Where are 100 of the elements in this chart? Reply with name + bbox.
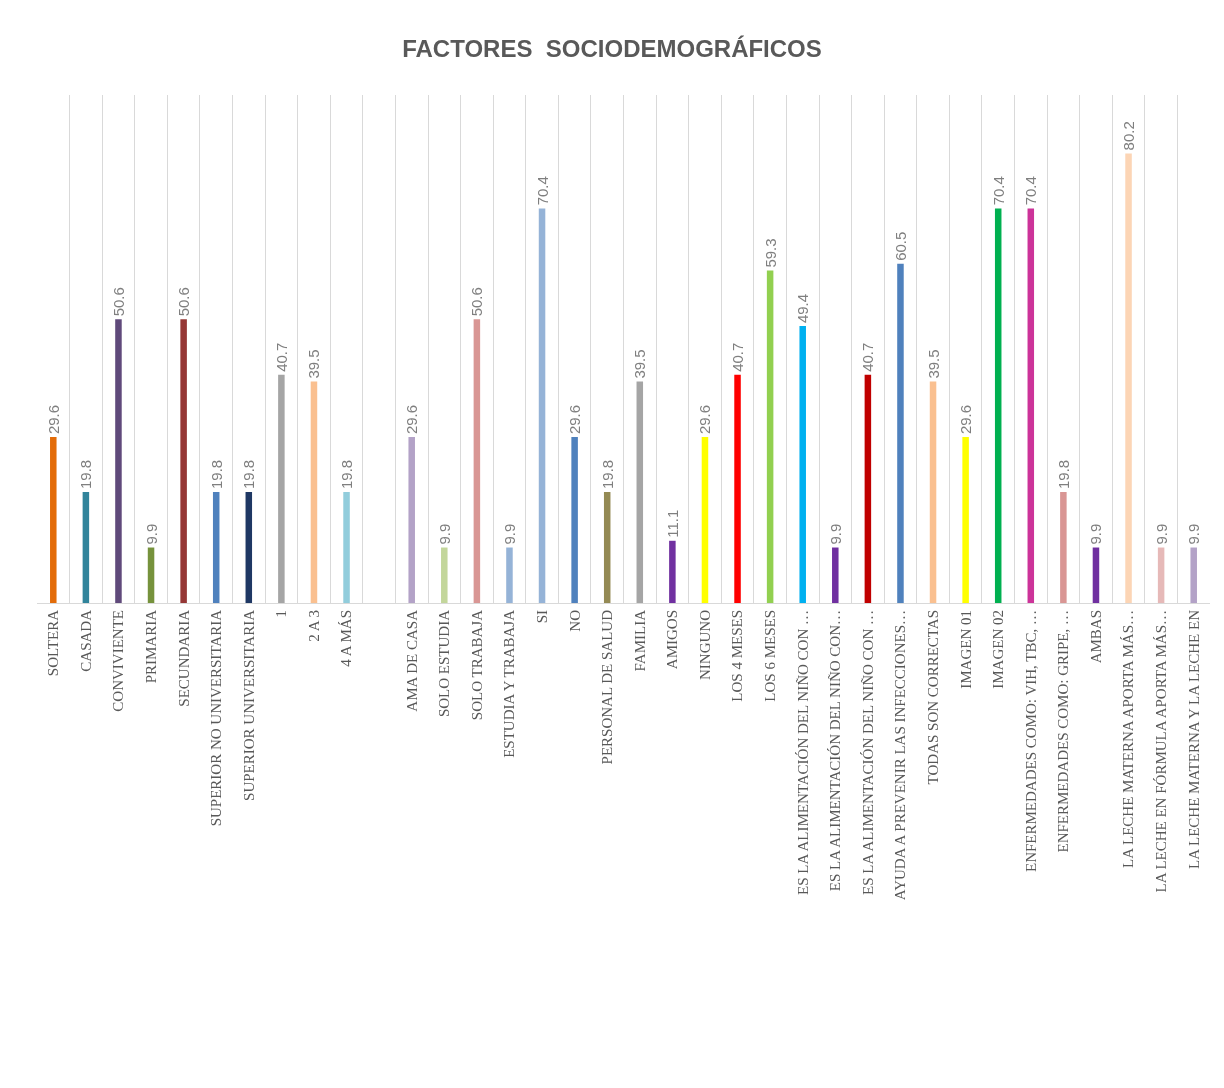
bar [50, 437, 57, 603]
bar [343, 492, 350, 603]
bar [897, 263, 904, 603]
data-label: 29.6 [957, 404, 975, 435]
bar [1157, 547, 1165, 603]
bar [636, 381, 644, 603]
bar [278, 374, 285, 603]
x-tick-label: SOLTERA [45, 609, 62, 677]
x-tick-label: ES LA ALIMENTACIÓN DEL NIÑO CON … [794, 610, 811, 895]
data-label: 70.4 [989, 176, 1007, 206]
bar [180, 319, 187, 603]
bar [734, 374, 741, 603]
data-label: 11.1 [663, 509, 681, 538]
bar [115, 319, 122, 603]
x-tick-label: ENFERMEDADES COMO: GRIPE, … [1055, 610, 1072, 853]
bar [603, 492, 611, 603]
data-label: 70.4 [533, 176, 551, 206]
data-label: 40.7 [729, 342, 747, 372]
bar [408, 437, 415, 603]
data-label: 9.9 [1087, 523, 1105, 545]
x-tick-label: PRIMARIA [142, 609, 159, 684]
x-tick-label: IMAGEN 01 [957, 610, 974, 689]
data-label: 59.3 [761, 238, 779, 268]
data-label: 80.2 [1120, 121, 1138, 151]
data-label: 39.5 [631, 349, 649, 379]
data-label: 50.6 [175, 287, 193, 317]
bar [669, 540, 676, 603]
bar [1060, 492, 1067, 603]
x-tick-label: AYUDA A PREVENIR LAS INFECCIONES… [892, 610, 909, 901]
bar [701, 437, 709, 603]
bar [147, 547, 155, 603]
bar [929, 381, 937, 603]
x-tick-label: TODAS SON CORRECTAS [924, 610, 941, 785]
x-tick-label: NINGUNO [696, 609, 713, 680]
bar [538, 208, 546, 603]
x-tick-label: AMIGOS [664, 610, 681, 670]
x-tick-label: PERSONAL DE SALUD [599, 609, 616, 765]
data-label: 19.8 [338, 459, 356, 490]
x-tick-label: LA LECHE MATERNA APORTA MÁS… [1120, 610, 1137, 868]
data-label: 29.6 [403, 404, 421, 435]
data-label: 70.4 [1022, 176, 1040, 206]
data-label: 9.9 [1185, 523, 1203, 545]
x-tick-label: AMA DE CASA [403, 609, 420, 712]
x-tick-label: SOLO TRABAJA [468, 609, 485, 721]
bar [310, 381, 318, 603]
x-tick-label: AMBAS [1087, 610, 1104, 664]
x-tick-label: ES LA ALIMENTACIÓN DEL NIÑO CON … [859, 610, 876, 895]
x-tick-label: LA LECHE EN FÓRMULA APORTA MÁS… [1153, 610, 1170, 893]
x-tick-label: 1 [273, 610, 290, 618]
bar [1190, 547, 1197, 603]
data-label: 39.5 [924, 349, 942, 379]
data-label: 9.9 [500, 523, 518, 545]
x-tick-label: SI [533, 610, 550, 624]
data-label: 9.9 [142, 523, 160, 545]
x-tick-label: LOS 4 MESES [729, 610, 746, 702]
chart-title: FACTORES SOCIODEMOGRÁFICOS [402, 35, 822, 63]
x-tick-label: SOLO ESTUDIA [436, 609, 453, 718]
x-tick-label: ENFERMEDADES COMO: VIH, TBC, … [1022, 610, 1039, 872]
bar [1027, 208, 1035, 603]
data-label: 50.6 [109, 287, 127, 317]
bar [1125, 153, 1132, 603]
x-tick-label: ES LA ALIMENTACIÓN DEL NIÑO CON… [827, 610, 844, 892]
data-label: 40.7 [272, 342, 290, 372]
bar [82, 492, 90, 603]
bar [799, 326, 806, 603]
data-label: 49.4 [794, 293, 812, 324]
data-label: 29.6 [44, 404, 62, 435]
bar [864, 374, 872, 603]
data-label: 9.9 [1152, 523, 1170, 545]
x-tick-label: LA LECHE MATERNA Y LA LECHE EN [1185, 609, 1202, 869]
bar [766, 270, 774, 603]
data-label: 19.8 [1054, 459, 1072, 490]
bar [212, 492, 220, 603]
x-tick-label: SUPERIOR UNIVERSITARIA [240, 609, 257, 801]
x-tick-label: FAMILIA [631, 609, 648, 672]
data-label: 40.7 [859, 342, 877, 372]
x-tick-label: IMAGEN 02 [990, 610, 1007, 689]
data-label: 19.8 [77, 459, 95, 490]
data-label: 9.9 [435, 523, 453, 545]
bar [245, 492, 253, 603]
bar [1092, 547, 1100, 603]
x-tick-label: ESTUDIA Y TRABAJA [501, 609, 518, 758]
data-label: 50.6 [468, 287, 486, 317]
data-label: 9.9 [826, 523, 844, 545]
bar [441, 547, 448, 603]
data-label: 19.8 [240, 459, 258, 490]
data-label: 29.6 [566, 404, 584, 435]
x-tick-label: LOS 6 MESES [762, 610, 779, 702]
bar [962, 437, 969, 603]
data-label: 29.6 [696, 404, 714, 435]
x-tick-label: 4 A MÁS [338, 610, 355, 667]
data-label: 39.5 [305, 349, 323, 379]
bar [994, 208, 1002, 603]
x-tick-label: 2 A 3 [305, 610, 322, 642]
bar [832, 547, 839, 603]
bar [571, 437, 578, 603]
x-tick-label: CONVIVIENTE [110, 610, 127, 712]
bar [473, 319, 481, 603]
x-tick-label: CASADA [77, 609, 94, 672]
data-label: 19.8 [207, 459, 225, 490]
